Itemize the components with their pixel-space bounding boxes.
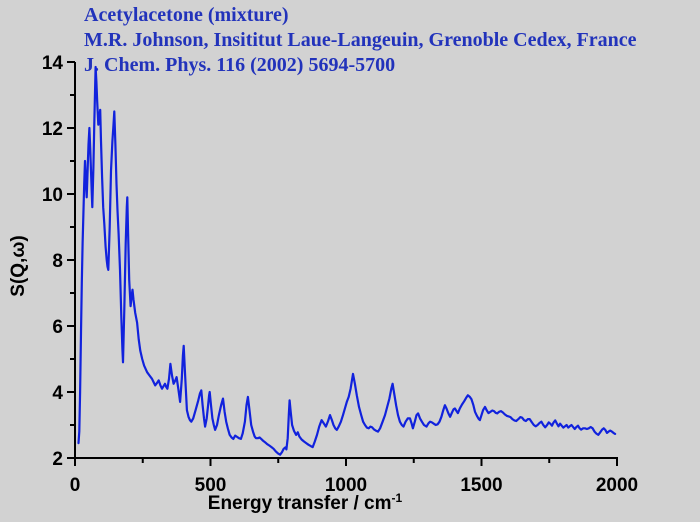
x-tick-label: 0 [70,475,81,496]
y-tick-label: 6 [52,317,63,338]
y-tick-label: 2 [52,449,63,470]
chart-header: Acetylacetone (mixture) M.R. Johnson, In… [84,3,700,78]
spectrum-curve [77,65,617,456]
chart-title: Acetylacetone (mixture) [84,4,289,26]
x-tick-label: 1500 [460,475,502,496]
y-axis-title: S(Q,ω) [8,235,29,297]
x-axis-title-text: Energy transfer / cm [207,493,392,514]
y-tick-label: 8 [52,251,63,272]
x-axis-title: Energy transfer / cm-1 [150,491,460,515]
chart-subtitle: M.R. Johnson, Insititut Laue-Langeuin, G… [84,29,637,51]
y-tick-label: 4 [52,383,63,404]
y-tick-label: 14 [42,53,64,74]
x-tick-label: 500 [195,475,227,496]
y-tick-label: 10 [42,185,63,206]
x-tick-label: 1000 [325,475,367,496]
y-axis-ticks: 2 4 6 8 10 12 14 [42,53,75,470]
y-tick-label: 12 [42,119,63,140]
x-axis-ticks: 0 500 1000 1500 2000 [70,458,638,496]
chart-reference: J. Chem. Phys. 116 (2002) 5694-5700 [84,54,396,76]
x-axis-title-superscript: -1 [391,491,403,505]
x-tick-label: 2000 [596,475,638,496]
